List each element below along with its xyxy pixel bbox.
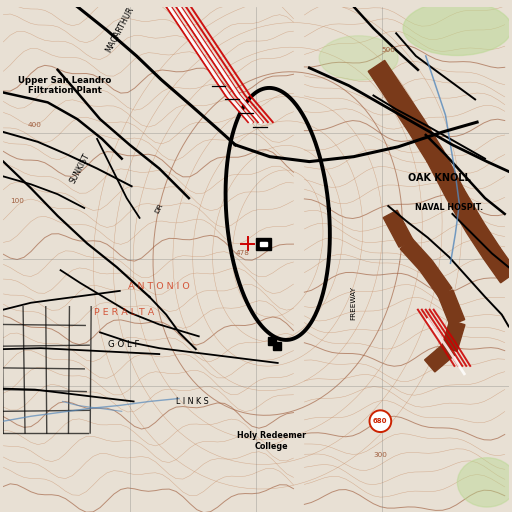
Text: 500: 500: [381, 47, 395, 53]
Polygon shape: [388, 90, 424, 131]
Text: L I N K S: L I N K S: [177, 397, 209, 406]
Polygon shape: [424, 343, 455, 372]
Text: 680: 680: [373, 418, 388, 424]
Polygon shape: [383, 210, 413, 247]
Text: MACARTHUR: MACARTHUR: [104, 5, 136, 54]
Polygon shape: [400, 238, 432, 270]
Text: Holy Redeemer
College: Holy Redeemer College: [237, 431, 306, 451]
Text: OAK KNOLL: OAK KNOLL: [408, 174, 471, 183]
Bar: [268, 337, 276, 345]
Bar: [260, 242, 267, 246]
Polygon shape: [447, 189, 484, 233]
Ellipse shape: [319, 36, 398, 80]
Text: A N T O N I O: A N T O N I O: [129, 283, 190, 291]
Text: P E R A L T A: P E R A L T A: [94, 308, 154, 317]
Text: 400: 400: [28, 122, 42, 128]
Polygon shape: [438, 290, 465, 326]
Text: 300: 300: [373, 452, 387, 458]
Circle shape: [370, 410, 391, 432]
Text: NAVAL HOSPIT.: NAVAL HOSPIT.: [415, 203, 483, 212]
Text: G O L F: G O L F: [108, 339, 139, 349]
Polygon shape: [408, 120, 444, 162]
Polygon shape: [368, 60, 404, 101]
Text: FREEWAY: FREEWAY: [351, 286, 357, 320]
Text: SUNKIST: SUNKIST: [69, 152, 92, 185]
Text: 100: 100: [10, 198, 24, 204]
Polygon shape: [442, 320, 465, 351]
Text: Upper San Leandro
Filtration Plant: Upper San Leandro Filtration Plant: [18, 76, 111, 95]
Polygon shape: [419, 261, 452, 297]
Polygon shape: [467, 222, 500, 259]
Ellipse shape: [403, 1, 511, 55]
Text: DR: DR: [154, 202, 164, 214]
Polygon shape: [484, 248, 512, 283]
Polygon shape: [427, 152, 464, 199]
Text: 478: 478: [235, 250, 249, 257]
Bar: [256, 238, 271, 250]
Bar: [273, 342, 281, 350]
Ellipse shape: [457, 458, 512, 507]
